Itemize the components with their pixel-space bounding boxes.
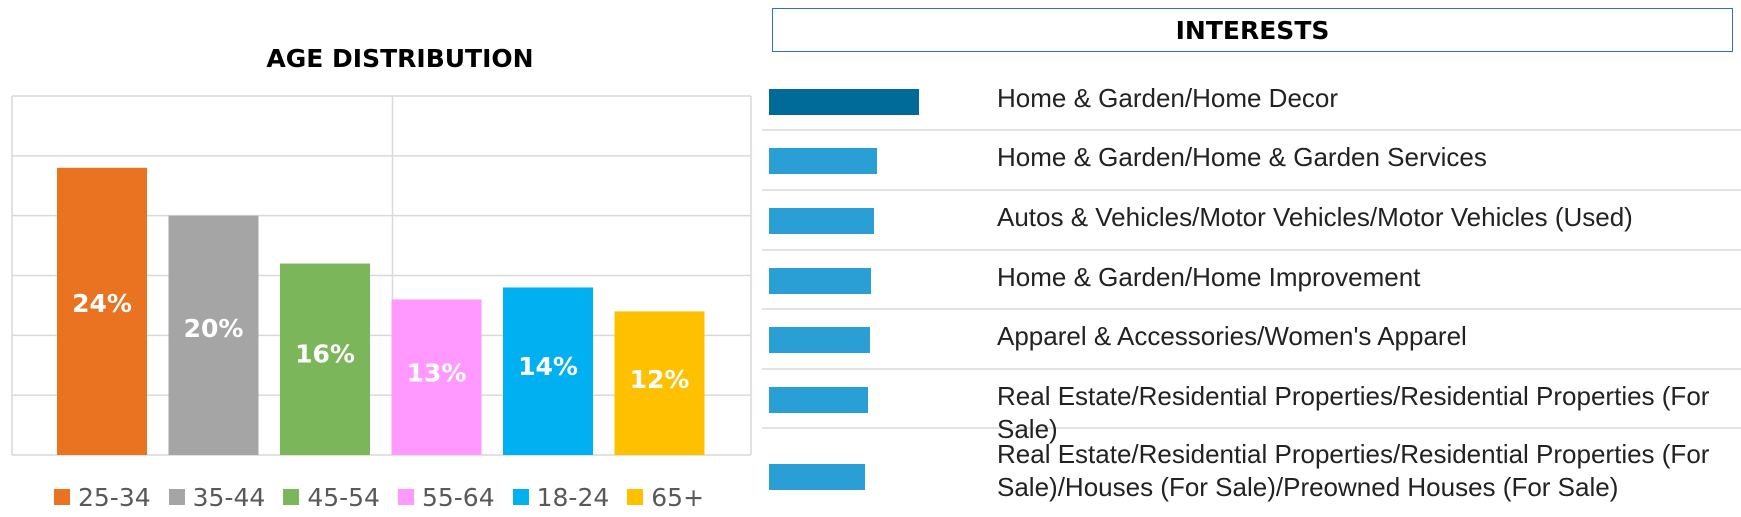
interests-title: INTERESTS xyxy=(1175,15,1330,45)
legend-swatch xyxy=(54,489,70,505)
legend-swatch xyxy=(283,489,300,505)
age-chart-title: AGE DISTRIBUTION xyxy=(266,44,534,73)
interest-row: Real Estate/Residential Properties/Resid… xyxy=(762,427,1741,517)
data-label-35-44: 20% xyxy=(184,314,244,343)
interest-row: Home & Garden/Home & Garden Services xyxy=(762,129,1741,191)
data-label-25-34: 24% xyxy=(72,289,132,318)
interest-row: Autos & Vehicles/Motor Vehicles/Motor Ve… xyxy=(762,189,1741,251)
interest-bar xyxy=(769,327,870,353)
interest-label: Real Estate/Residential Properties/Resid… xyxy=(997,381,1710,444)
age-distribution-chart: 24% 20% 16% 13% 14% 12% xyxy=(11,95,752,456)
bar-65+ xyxy=(614,311,705,455)
bar-35-44 xyxy=(168,215,259,455)
data-label-45-54: 16% xyxy=(295,340,355,369)
legend-swatch xyxy=(168,489,185,505)
bar-55-64 xyxy=(391,299,482,455)
interest-label: Home & Garden/Home Decor xyxy=(997,83,1339,113)
legend-label: 35-44 xyxy=(192,482,266,512)
interest-label: Apparel & Accessories/Women's Apparel xyxy=(997,321,1467,351)
legend-item: 45-54 xyxy=(283,483,380,512)
legend-label: 65+ xyxy=(651,482,705,512)
legend-item: 18-24 xyxy=(512,482,610,512)
legend-label: 25-34 xyxy=(78,482,151,512)
interest-bar xyxy=(769,386,868,413)
legend-label: 45-54 xyxy=(307,482,380,512)
interest-row: Real Estate/Residential Properties/Resid… xyxy=(762,368,1741,444)
bar-18-24 xyxy=(503,287,593,455)
chart-bars xyxy=(57,167,705,456)
legend-item: 55-64 xyxy=(397,482,495,512)
interest-bar xyxy=(769,148,877,174)
interest-row: Home & Garden/Home Improvement xyxy=(762,249,1741,310)
legend-item: 65+ xyxy=(627,483,704,512)
legend-item: 25-34 xyxy=(54,483,151,512)
interest-row: Home & Garden/Home Decor xyxy=(762,70,1741,131)
data-label-55-64: 13% xyxy=(407,359,467,388)
chart-legend: 25-34 35-44 45-54 55-64 18-24 65+ xyxy=(54,480,722,514)
interest-label: Real Estate/Residential Properties/Resid… xyxy=(997,439,1710,502)
interest-bar xyxy=(769,267,871,294)
interest-label: Home & Garden/Home & Garden Services xyxy=(997,142,1487,172)
legend-label: 55-64 xyxy=(421,482,495,512)
interests-header: INTERESTS xyxy=(772,8,1733,52)
legend-swatch xyxy=(627,489,644,505)
data-label-18-24: 14% xyxy=(518,352,578,381)
legend-label: 18-24 xyxy=(536,482,610,512)
interest-label: Autos & Vehicles/Motor Vehicles/Motor Ve… xyxy=(997,202,1633,232)
interest-bar xyxy=(769,464,865,490)
data-label-65+: 12% xyxy=(630,365,690,394)
interest-bar xyxy=(769,208,874,234)
legend-item: 35-44 xyxy=(168,482,266,512)
interest-bar xyxy=(769,88,919,115)
bar-45-54 xyxy=(280,263,370,455)
legend-swatch xyxy=(512,489,529,505)
legend-swatch xyxy=(397,489,414,505)
interest-row: Apparel & Accessories/Women's Apparel xyxy=(762,308,1741,370)
interest-label: Home & Garden/Home Improvement xyxy=(997,262,1421,292)
chart-data-labels: 24% 20% 16% 13% 14% 12% xyxy=(72,289,689,394)
bar-25-34 xyxy=(57,167,147,456)
